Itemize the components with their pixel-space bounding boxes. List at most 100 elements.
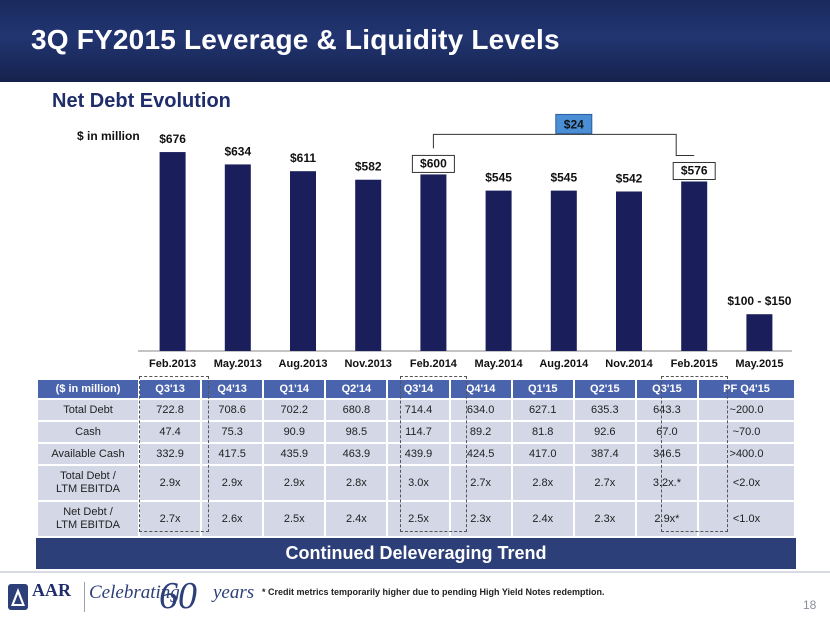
table-cell: 635.3 xyxy=(574,400,635,420)
celebrating-text: Celebrating xyxy=(89,582,180,603)
table-cell: 3.0x xyxy=(388,466,449,500)
table-cell: 2.9x xyxy=(202,466,263,500)
aar-wordmark: AAR xyxy=(32,580,71,600)
bar-value-label: $545 xyxy=(550,171,577,185)
page-number: 18 xyxy=(803,598,817,612)
x-tick-label: May.2013 xyxy=(214,358,262,370)
table-cell: 2.9x* xyxy=(636,502,697,536)
table-cell: 47.4 xyxy=(140,422,201,442)
table-header-cell: Q1'15 xyxy=(512,380,573,398)
table-cell: 643.3 xyxy=(636,400,697,420)
comparison-bracket xyxy=(432,133,695,156)
table-row: Net Debt / LTM EBITDA 2.7x 2.6x 2.5x 2.4x… xyxy=(38,502,794,536)
table-header-cell: PF Q4'15 xyxy=(698,380,794,398)
row-label: Cash xyxy=(38,422,138,442)
table-header-cell: Q2'14 xyxy=(326,380,387,398)
bar xyxy=(616,191,642,351)
x-tick-label: Aug.2013 xyxy=(279,358,328,370)
x-tick-label: Nov.2014 xyxy=(605,358,653,370)
bar xyxy=(681,181,708,351)
bar-value-label: $576 xyxy=(681,163,708,177)
table-row: Total Debt / LTM EBITDA 2.9x 2.9x 2.9x 2.… xyxy=(38,466,794,500)
table-cell: >400.0 xyxy=(698,444,794,464)
bar xyxy=(485,190,512,351)
net-debt-bar-chart: $676 Feb.2013 $634 May.2013 $611 Aug.2013 $582… xyxy=(138,113,792,370)
table-header-cell: Q3'13 xyxy=(140,380,201,398)
unit-label: $ in million xyxy=(77,129,140,143)
table-cell: 2.4x xyxy=(512,502,573,536)
table-cell: 680.8 xyxy=(326,400,387,420)
table-cell: 81.8 xyxy=(512,422,573,442)
table-cell: 634.0 xyxy=(450,400,511,420)
bar-value-label: $545 xyxy=(485,171,512,185)
x-tick-label: Feb.2015 xyxy=(671,358,718,370)
table-cell: 702.2 xyxy=(264,400,325,420)
table-row: Cash 47.4 75.3 90.9 98.5 114.7 89.2 81.8… xyxy=(38,422,794,442)
table-cell: 92.6 xyxy=(574,422,635,442)
row-label-line: LTM EBITDA xyxy=(56,483,120,495)
row-label: Available Cash xyxy=(38,444,138,464)
table-cell: 3.2x.* xyxy=(636,466,697,500)
bar xyxy=(420,174,447,351)
row-label: Net Debt / LTM EBITDA xyxy=(38,502,138,536)
bar xyxy=(550,190,577,351)
table-cell: 2.3x xyxy=(450,502,511,536)
years-text: years xyxy=(213,582,255,603)
x-tick-label: Feb.2014 xyxy=(410,358,458,370)
row-label-line: LTM EBITDA xyxy=(56,519,120,531)
table-row: Total Debt 722.8 708.6 702.2 680.8 714.4… xyxy=(38,400,794,420)
table-header-cell: Q1'14 xyxy=(264,380,325,398)
table-header-row: ($ in million) Q3'13 Q4'13 Q1'14 Q2'14 Q… xyxy=(38,380,794,398)
table-cell: 2.3x xyxy=(574,502,635,536)
bar xyxy=(355,179,382,351)
aar-celebrating-logo: AAR Celebrating 60 years xyxy=(6,575,254,618)
table-cell: 2.6x xyxy=(202,502,263,536)
table-cell: 98.5 xyxy=(326,422,387,442)
table-cell: <1.0x xyxy=(698,502,794,536)
table-header-cell: Q4'13 xyxy=(202,380,263,398)
bar-value-label: $600 xyxy=(420,156,447,170)
table-cell: ~70.0 xyxy=(698,422,794,442)
table-cell: 387.4 xyxy=(574,444,635,464)
bar xyxy=(290,171,316,351)
table-cell: 714.4 xyxy=(388,400,449,420)
x-tick-label: Nov.2013 xyxy=(344,358,392,370)
table-cell: 722.8 xyxy=(140,400,201,420)
table-cell: 2.4x xyxy=(326,502,387,536)
table-cell: 2.8x xyxy=(512,466,573,500)
aar-emblem-icon xyxy=(8,584,28,610)
value-label-box xyxy=(411,154,455,173)
row-label: Total Debt xyxy=(38,400,138,420)
table-cell: 114.7 xyxy=(388,422,449,442)
bar xyxy=(224,164,251,351)
deleveraging-banner: Continued Deleveraging Trend xyxy=(36,538,796,569)
table-cell: 346.5 xyxy=(636,444,697,464)
table-cell: <2.0x xyxy=(698,466,794,500)
table-cell: ~200.0 xyxy=(698,400,794,420)
table-cell: 417.0 xyxy=(512,444,573,464)
title-bar: 3Q FY2015 Leverage & Liquidity Levels xyxy=(0,0,830,82)
section-subtitle: Net Debt Evolution xyxy=(52,90,231,112)
table-cell: 2.9x xyxy=(140,466,201,500)
x-tick-label: May.2014 xyxy=(475,358,524,370)
page-title: 3Q FY2015 Leverage & Liquidity Levels xyxy=(31,24,560,55)
table-header-cell: Q2'15 xyxy=(574,380,635,398)
table-cell: 2.5x xyxy=(264,502,325,536)
x-tick-label: Aug.2014 xyxy=(539,358,589,370)
value-label-box xyxy=(672,161,716,180)
x-tick-label: Feb.2013 xyxy=(149,358,196,370)
table-row: Available Cash 332.9 417.5 435.9 463.9 4… xyxy=(38,444,794,464)
bar xyxy=(159,152,186,351)
table-cell: 439.9 xyxy=(388,444,449,464)
row-label-line: Total Debt / xyxy=(60,470,116,482)
table-cell: 424.5 xyxy=(450,444,511,464)
sixty-mark: 60 xyxy=(159,575,197,617)
table-cell: 332.9 xyxy=(140,444,201,464)
difference-badge xyxy=(555,113,593,134)
footer-divider xyxy=(0,571,830,573)
logo-divider xyxy=(84,582,85,612)
table-header-cell: Q3'15 xyxy=(636,380,697,398)
table-cell: 435.9 xyxy=(264,444,325,464)
table-cell: 2.5x xyxy=(388,502,449,536)
table-cell: 90.9 xyxy=(264,422,325,442)
